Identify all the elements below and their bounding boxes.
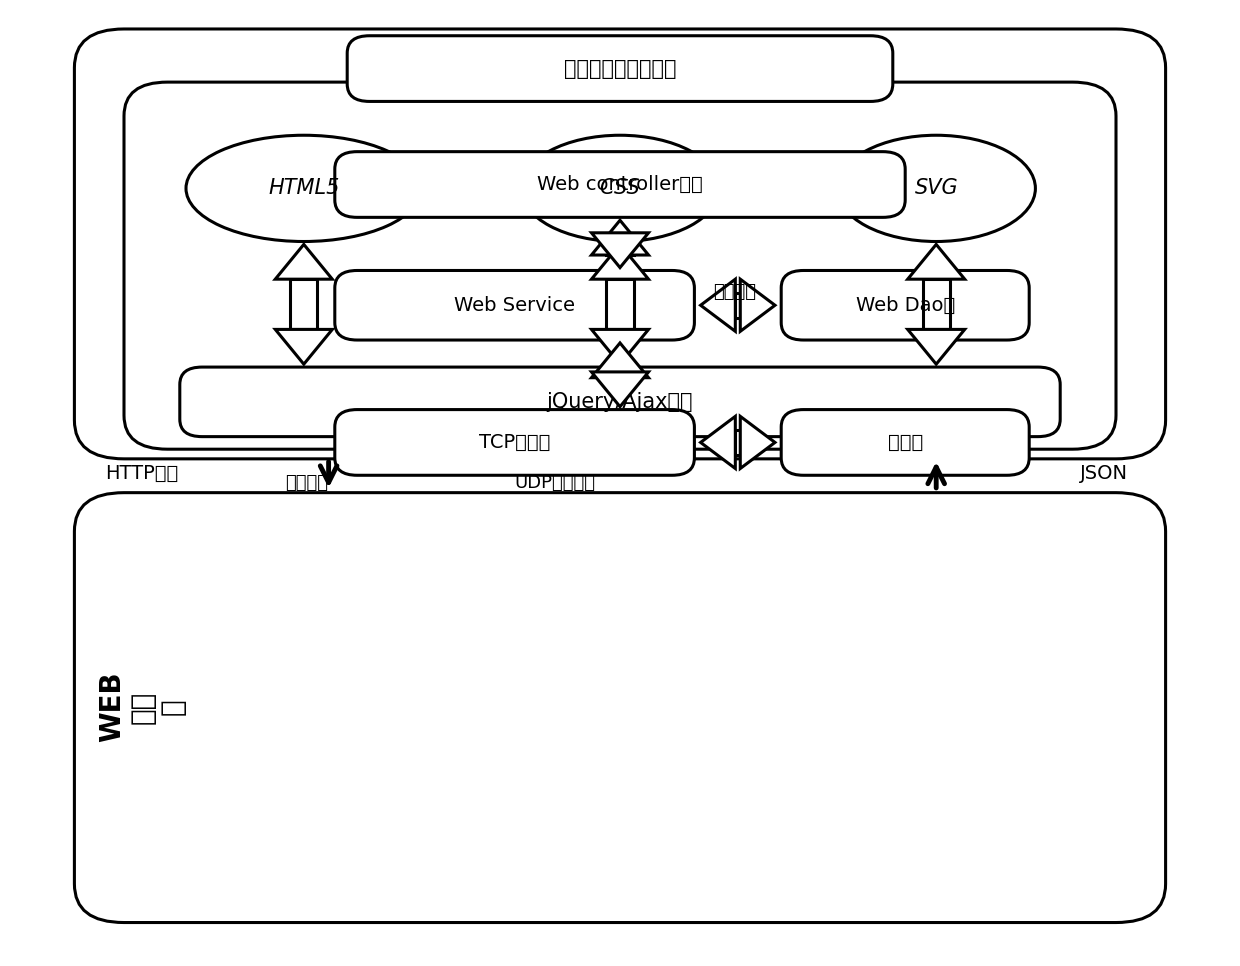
Polygon shape <box>908 329 965 364</box>
Text: jQuery/Ajax引擎: jQuery/Ajax引擎 <box>547 392 693 412</box>
Polygon shape <box>923 279 950 329</box>
Polygon shape <box>275 244 332 279</box>
Ellipse shape <box>521 135 719 242</box>
Text: 实时数据: 实时数据 <box>285 474 329 492</box>
FancyBboxPatch shape <box>781 270 1029 340</box>
Text: JSON: JSON <box>1080 464 1128 483</box>
Polygon shape <box>606 279 634 329</box>
FancyBboxPatch shape <box>74 29 1166 459</box>
Polygon shape <box>591 343 649 378</box>
Polygon shape <box>908 244 965 279</box>
FancyBboxPatch shape <box>335 152 905 217</box>
FancyBboxPatch shape <box>335 410 694 475</box>
Polygon shape <box>735 430 740 455</box>
Text: SVG: SVG <box>914 179 959 198</box>
Text: HTTP请求: HTTP请求 <box>105 464 179 483</box>
Polygon shape <box>591 329 649 364</box>
Text: HTML5: HTML5 <box>268 179 340 198</box>
Polygon shape <box>740 279 775 331</box>
Polygon shape <box>591 372 649 407</box>
Text: 实时监控系统客户端: 实时监控系统客户端 <box>564 59 676 78</box>
Text: CSS: CSS <box>600 179 640 198</box>
Text: Web Dao层: Web Dao层 <box>856 296 955 315</box>
Text: 历史数据: 历史数据 <box>713 283 756 300</box>
FancyBboxPatch shape <box>347 36 893 101</box>
FancyBboxPatch shape <box>781 410 1029 475</box>
FancyBboxPatch shape <box>335 270 694 340</box>
Text: TCP长连接: TCP长连接 <box>479 433 551 452</box>
Polygon shape <box>735 293 740 318</box>
Ellipse shape <box>837 135 1035 242</box>
FancyBboxPatch shape <box>180 367 1060 437</box>
Text: Web controller接口: Web controller接口 <box>537 175 703 194</box>
FancyBboxPatch shape <box>124 82 1116 449</box>
Text: Web Service: Web Service <box>454 296 575 315</box>
Polygon shape <box>591 220 649 255</box>
Polygon shape <box>606 372 634 378</box>
Polygon shape <box>275 329 332 364</box>
Text: 实时库: 实时库 <box>888 433 923 452</box>
Text: WEB
服务
器: WEB 服务 器 <box>98 671 187 743</box>
Ellipse shape <box>186 135 422 242</box>
Polygon shape <box>701 416 735 469</box>
Polygon shape <box>290 279 317 329</box>
Polygon shape <box>701 279 735 331</box>
Polygon shape <box>591 233 649 268</box>
Polygon shape <box>591 244 649 279</box>
FancyBboxPatch shape <box>74 493 1166 923</box>
Text: UDP本地转发: UDP本地转发 <box>515 474 595 492</box>
Polygon shape <box>606 233 634 255</box>
Polygon shape <box>740 416 775 469</box>
